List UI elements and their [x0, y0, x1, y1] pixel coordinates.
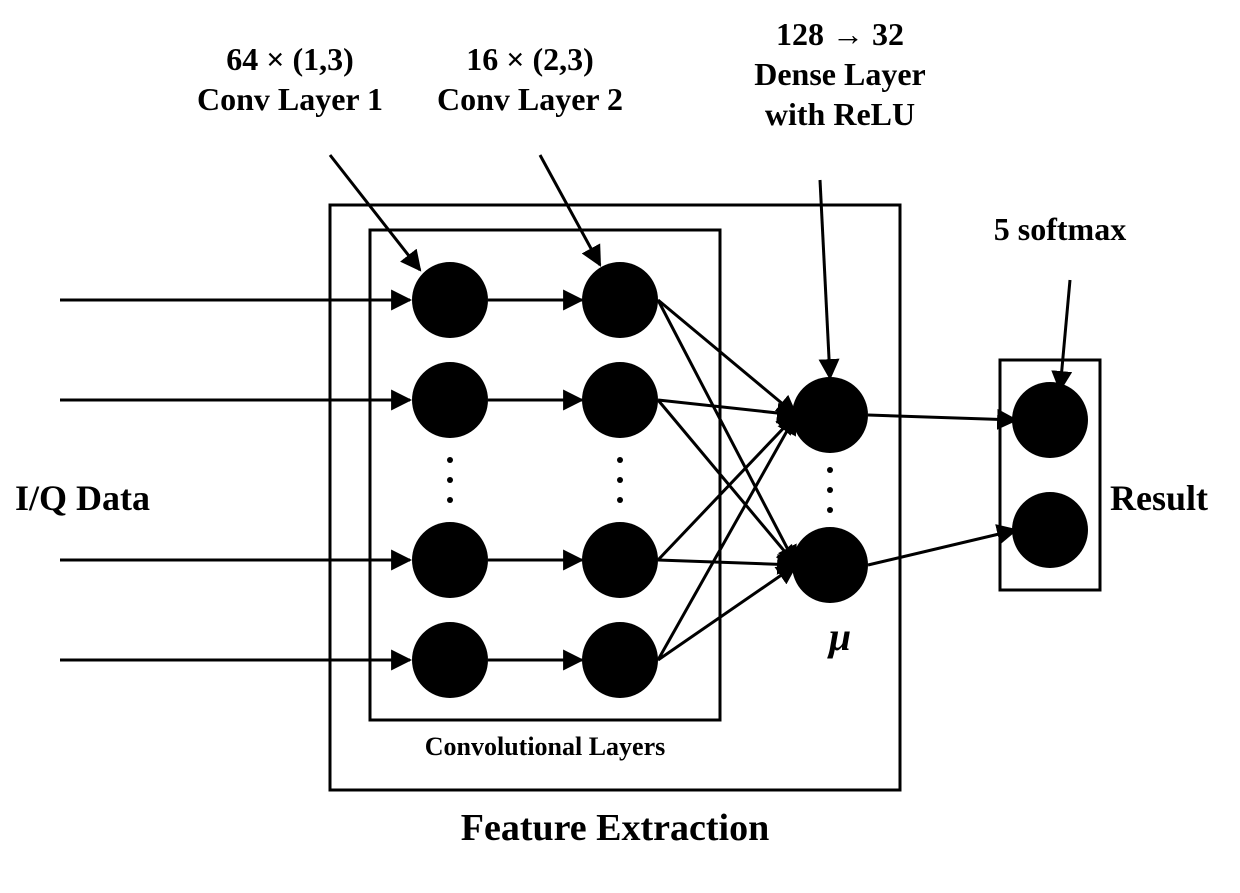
- feature-extraction-label: Feature Extraction: [461, 807, 770, 849]
- dense-to-softmax-edge: [868, 530, 1016, 565]
- conv2-to-dense-edge: [658, 565, 796, 660]
- output-label: Result: [1110, 478, 1208, 518]
- ellipsis-dot: [447, 497, 453, 503]
- label-arrow-softmax: [1060, 280, 1070, 390]
- ellipsis-dot: [617, 497, 623, 503]
- dense-to-softmax-edge: [868, 415, 1016, 420]
- ellipsis-dot: [827, 507, 833, 513]
- conv2-label: Conv Layer 2: [437, 81, 623, 117]
- dense-node: [792, 377, 868, 453]
- mu-label: μ: [827, 614, 851, 659]
- ellipsis-dot: [447, 477, 453, 483]
- ellipsis-dot: [617, 477, 623, 483]
- conv1-node: [412, 522, 488, 598]
- conv1-label: Conv Layer 1: [197, 81, 383, 117]
- softmax-node: [1012, 492, 1088, 568]
- conv2-to-dense-edge: [658, 400, 796, 415]
- conv1-node: [412, 262, 488, 338]
- conv1-node: [412, 362, 488, 438]
- conv2-node: [582, 262, 658, 338]
- ellipsis-dot: [617, 457, 623, 463]
- label-arrow-dense: [820, 180, 830, 378]
- dense-node: [792, 527, 868, 603]
- nn-diagram: 64 × (1,3) Conv Layer 1 16 × (2,3) Conv Lay…: [0, 0, 1240, 893]
- label-arrow-conv2: [540, 155, 600, 265]
- ellipsis-dot: [447, 457, 453, 463]
- conv1-node: [412, 622, 488, 698]
- conv2-to-dense-edge: [658, 300, 796, 565]
- conv2-to-dense-edge: [658, 300, 796, 415]
- softmax-node: [1012, 382, 1088, 458]
- dense-label: 128 → 32: [776, 16, 904, 52]
- label-arrow-conv1: [330, 155, 420, 270]
- conv-layers-label: Convolutional Layers: [425, 732, 666, 761]
- dense-label: Dense Layer: [754, 56, 926, 92]
- softmax-label: 5 softmax: [994, 211, 1126, 247]
- input-label: I/Q Data: [15, 478, 150, 518]
- ellipsis-dot: [827, 467, 833, 473]
- conv2-node: [582, 362, 658, 438]
- conv2-node: [582, 622, 658, 698]
- dense-label: with ReLU: [765, 96, 915, 132]
- conv2-node: [582, 522, 658, 598]
- conv1-label: 64 × (1,3): [226, 41, 354, 77]
- conv2-label: 16 × (2,3): [466, 41, 594, 77]
- conv2-to-dense-edge: [658, 560, 796, 565]
- ellipsis-dot: [827, 487, 833, 493]
